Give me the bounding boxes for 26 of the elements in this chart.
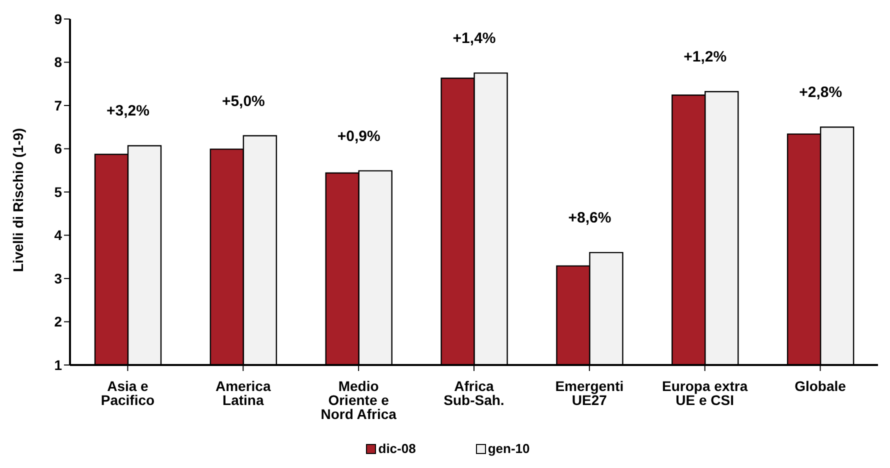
y-tick-label: 3 [54,270,62,286]
annotation: +8,6% [568,210,612,227]
legend-label: dic-08 [377,441,416,456]
x-tick-label: Africa Sub-Sah. [444,378,504,408]
y-tick-label: 6 [54,140,62,157]
annotation: +0,9% [337,128,380,145]
x-tick-label: Europa extra UE e CSI [662,378,748,408]
y-tick-label: 9 [54,10,62,27]
annotation: +1,2% [684,48,727,66]
y-tick-label: 7 [54,97,62,114]
y-tick-label: 2 [54,314,62,330]
legend-label: gen-10 [486,441,530,456]
x-tick-label: Asia e Pacifico [100,378,155,408]
y-tick-label: 1 [54,356,62,373]
annotation: +2,8% [799,84,842,102]
y-tick-label: 5 [54,184,62,200]
annotation: +1,4% [452,30,496,48]
y-tick-label: 4 [54,227,62,244]
annotation: +3,2% [106,102,150,120]
x-tick-label: Globale [794,378,846,394]
annotation: +5,0% [222,92,265,110]
x-tick-label: Medio Oriente e Nord Africa [320,378,397,422]
x-tick-label: Emergenti UE27 [555,378,624,408]
x-tick-label: America Latina [216,378,271,408]
y-tick-label: 8 [54,54,62,70]
y-axis-title: Livelli di Rischio (1-9) [10,128,26,272]
